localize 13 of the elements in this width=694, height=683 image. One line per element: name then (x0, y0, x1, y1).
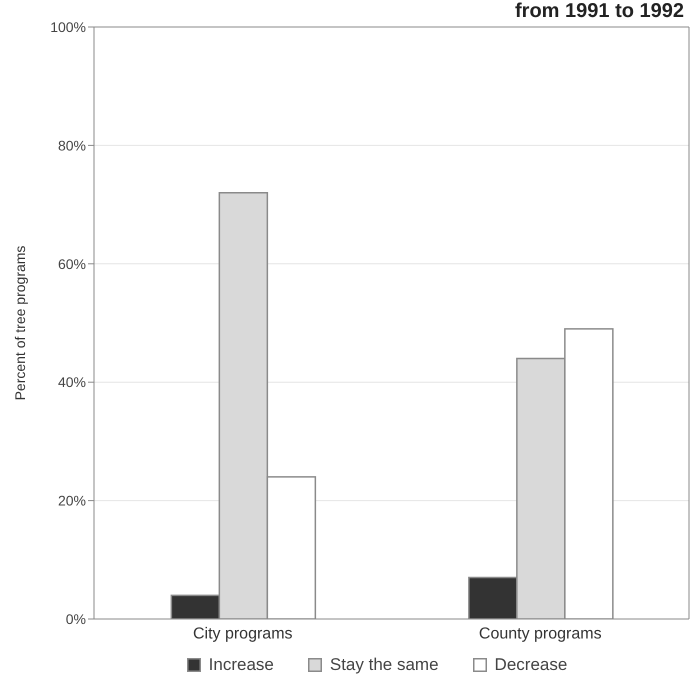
x-tick-label: County programs (478, 625, 602, 642)
y-tick-label: 0% (66, 610, 86, 627)
y-tick-label: 40% (58, 374, 86, 390)
legend-label: Decrease (494, 655, 568, 675)
chart-title: from 1991 to 1992 (515, 0, 684, 23)
legend-label: Stay the same (330, 655, 439, 675)
y-tick-label: 20% (58, 492, 86, 509)
y-tick-label: 100% (50, 18, 86, 35)
x-tick-label: City programs (192, 625, 293, 642)
y-tick-label: 60% (58, 256, 86, 272)
y-axis-title: Percent of tree programs (12, 246, 28, 400)
legend-label: Increase (208, 655, 274, 675)
y-tick-label: 80% (58, 137, 86, 154)
